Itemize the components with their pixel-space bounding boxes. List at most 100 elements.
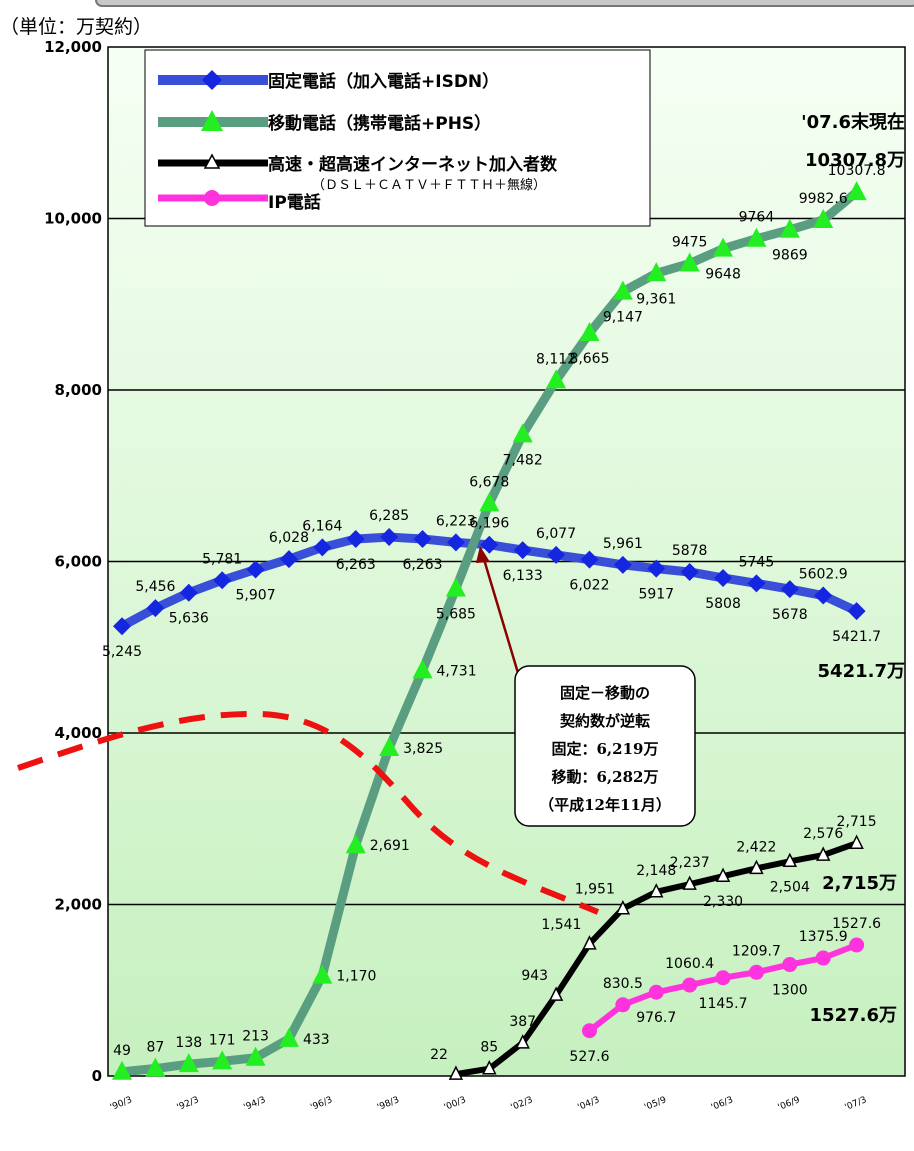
data-label: 5,781 bbox=[202, 551, 242, 567]
x-tick-label: '96/3 bbox=[309, 1095, 334, 1113]
ip-point-marker bbox=[815, 950, 831, 966]
fixed-point-marker bbox=[547, 545, 566, 564]
ip-point-marker bbox=[849, 937, 865, 953]
mobile-point-marker bbox=[546, 369, 567, 389]
legend-item-fixed: 固定電話（加入電話+ISDN） bbox=[268, 71, 499, 92]
data-label: 6,164 bbox=[302, 518, 342, 534]
data-label: 10307.8 bbox=[828, 163, 886, 179]
y-tick-label: 10,000 bbox=[44, 210, 102, 228]
data-label: 7,482 bbox=[503, 452, 543, 468]
x-tick-label: '07/3 bbox=[843, 1095, 868, 1113]
x-tick-label: '05/9 bbox=[643, 1095, 668, 1113]
fixed-point-marker bbox=[613, 555, 632, 574]
fixed-point-marker bbox=[847, 602, 866, 621]
x-tick-label: '94/3 bbox=[242, 1095, 267, 1113]
data-label: 138 bbox=[175, 1035, 202, 1051]
mobile-total: 10307.8万 bbox=[805, 150, 905, 171]
data-label: 5421.7 bbox=[832, 629, 881, 645]
data-label: 387 bbox=[509, 1014, 536, 1030]
fixed-point-marker bbox=[780, 580, 799, 599]
data-label: 9982.6 bbox=[799, 191, 848, 207]
fixed-point-marker bbox=[580, 550, 599, 569]
legend-open-triangle-icon bbox=[203, 153, 221, 169]
callout-arrow-line bbox=[481, 555, 520, 674]
data-label: 2,504 bbox=[770, 879, 810, 895]
x-tick-label: '06/9 bbox=[777, 1095, 802, 1113]
data-label: 9869 bbox=[772, 248, 808, 264]
data-label: 2,715 bbox=[837, 814, 877, 830]
legend-item-mobile: 移動電話（携帯電話+PHS） bbox=[268, 113, 491, 134]
legend: 固定電話（加入電話+ISDN） 移動電話（携帯電話+PHS） 高速・超高速インタ… bbox=[144, 49, 651, 227]
internet-point-marker bbox=[482, 1060, 497, 1075]
mobile-point-marker bbox=[612, 280, 633, 300]
unit-label: （単位：万契約） bbox=[0, 16, 152, 38]
mobile-point-marker bbox=[312, 964, 333, 984]
internet-point-marker bbox=[715, 867, 731, 882]
data-label: 3,825 bbox=[403, 741, 443, 757]
internet-point-marker bbox=[849, 834, 864, 849]
ip-point-marker bbox=[748, 964, 764, 980]
data-label: 1145.7 bbox=[699, 996, 748, 1012]
data-label: 830.5 bbox=[603, 976, 643, 992]
data-label: 1,170 bbox=[336, 969, 376, 985]
data-label: 5602.9 bbox=[799, 567, 848, 583]
internet-point-marker bbox=[816, 846, 831, 861]
mobile-point-marker bbox=[445, 577, 466, 597]
internet-point-marker bbox=[515, 1034, 530, 1049]
mobile-point-marker bbox=[579, 321, 600, 341]
legend-circle-icon bbox=[204, 190, 220, 206]
legend-diamond-icon bbox=[202, 70, 222, 90]
data-label: 433 bbox=[303, 1032, 330, 1048]
mobile-point-marker bbox=[379, 737, 400, 757]
callout-line-5: （平成12年11月） bbox=[539, 796, 671, 814]
x-tick-label: '06/3 bbox=[710, 1095, 735, 1113]
data-label: 1060.4 bbox=[665, 956, 714, 972]
data-label: 5,907 bbox=[236, 587, 276, 603]
fixed-point-marker bbox=[246, 560, 265, 579]
mobile-point-marker bbox=[412, 659, 433, 679]
data-label: 5678 bbox=[772, 607, 808, 623]
data-label: 2,576 bbox=[803, 826, 843, 842]
title-bar-remnant bbox=[95, 0, 914, 7]
ip-point-marker bbox=[581, 1023, 597, 1039]
fixed-point-marker bbox=[213, 571, 232, 590]
x-tick-label: '02/3 bbox=[510, 1095, 535, 1113]
y-tick-label: 6,000 bbox=[55, 553, 102, 571]
data-label: 213 bbox=[242, 1029, 269, 1045]
data-label: 85 bbox=[480, 1040, 498, 1056]
data-label: 9,361 bbox=[636, 291, 676, 307]
internet-point-marker bbox=[782, 852, 798, 868]
internet-point-marker bbox=[649, 883, 664, 898]
mobile-point-marker bbox=[278, 1027, 299, 1047]
y-tick-label: 0 bbox=[92, 1067, 102, 1085]
data-label: 5808 bbox=[705, 596, 741, 612]
ip-point-marker bbox=[682, 977, 698, 993]
mobile-point-marker bbox=[512, 423, 533, 443]
mobile-point-marker bbox=[646, 262, 667, 282]
mobile-point-marker bbox=[713, 237, 734, 257]
fixed-point-marker bbox=[380, 528, 399, 547]
fixed-point-marker bbox=[446, 533, 465, 552]
callout-line-3: 固定：6,219万 bbox=[552, 740, 659, 758]
fixed-point-marker bbox=[680, 562, 699, 581]
data-label: 2,330 bbox=[703, 894, 743, 910]
mobile-point-marker bbox=[212, 1050, 233, 1070]
data-label: 943 bbox=[521, 968, 548, 984]
mobile-point-marker bbox=[746, 227, 767, 247]
data-label: 6,022 bbox=[569, 578, 609, 594]
ip-point-marker bbox=[782, 957, 798, 973]
legend-triangle-icon bbox=[201, 110, 223, 131]
data-label: 5,636 bbox=[169, 611, 209, 627]
callout-arrow-head bbox=[476, 546, 490, 563]
fixed-point-marker bbox=[647, 559, 666, 578]
data-label: 49 bbox=[113, 1043, 131, 1059]
fixed-point-marker bbox=[113, 617, 131, 636]
data-label: 9648 bbox=[705, 267, 741, 283]
data-label: 6,263 bbox=[336, 557, 376, 573]
mobile-point-marker bbox=[112, 1060, 132, 1080]
data-label: 5,685 bbox=[436, 607, 476, 623]
mobile-point-marker bbox=[479, 492, 500, 512]
data-label: 87 bbox=[146, 1040, 164, 1056]
